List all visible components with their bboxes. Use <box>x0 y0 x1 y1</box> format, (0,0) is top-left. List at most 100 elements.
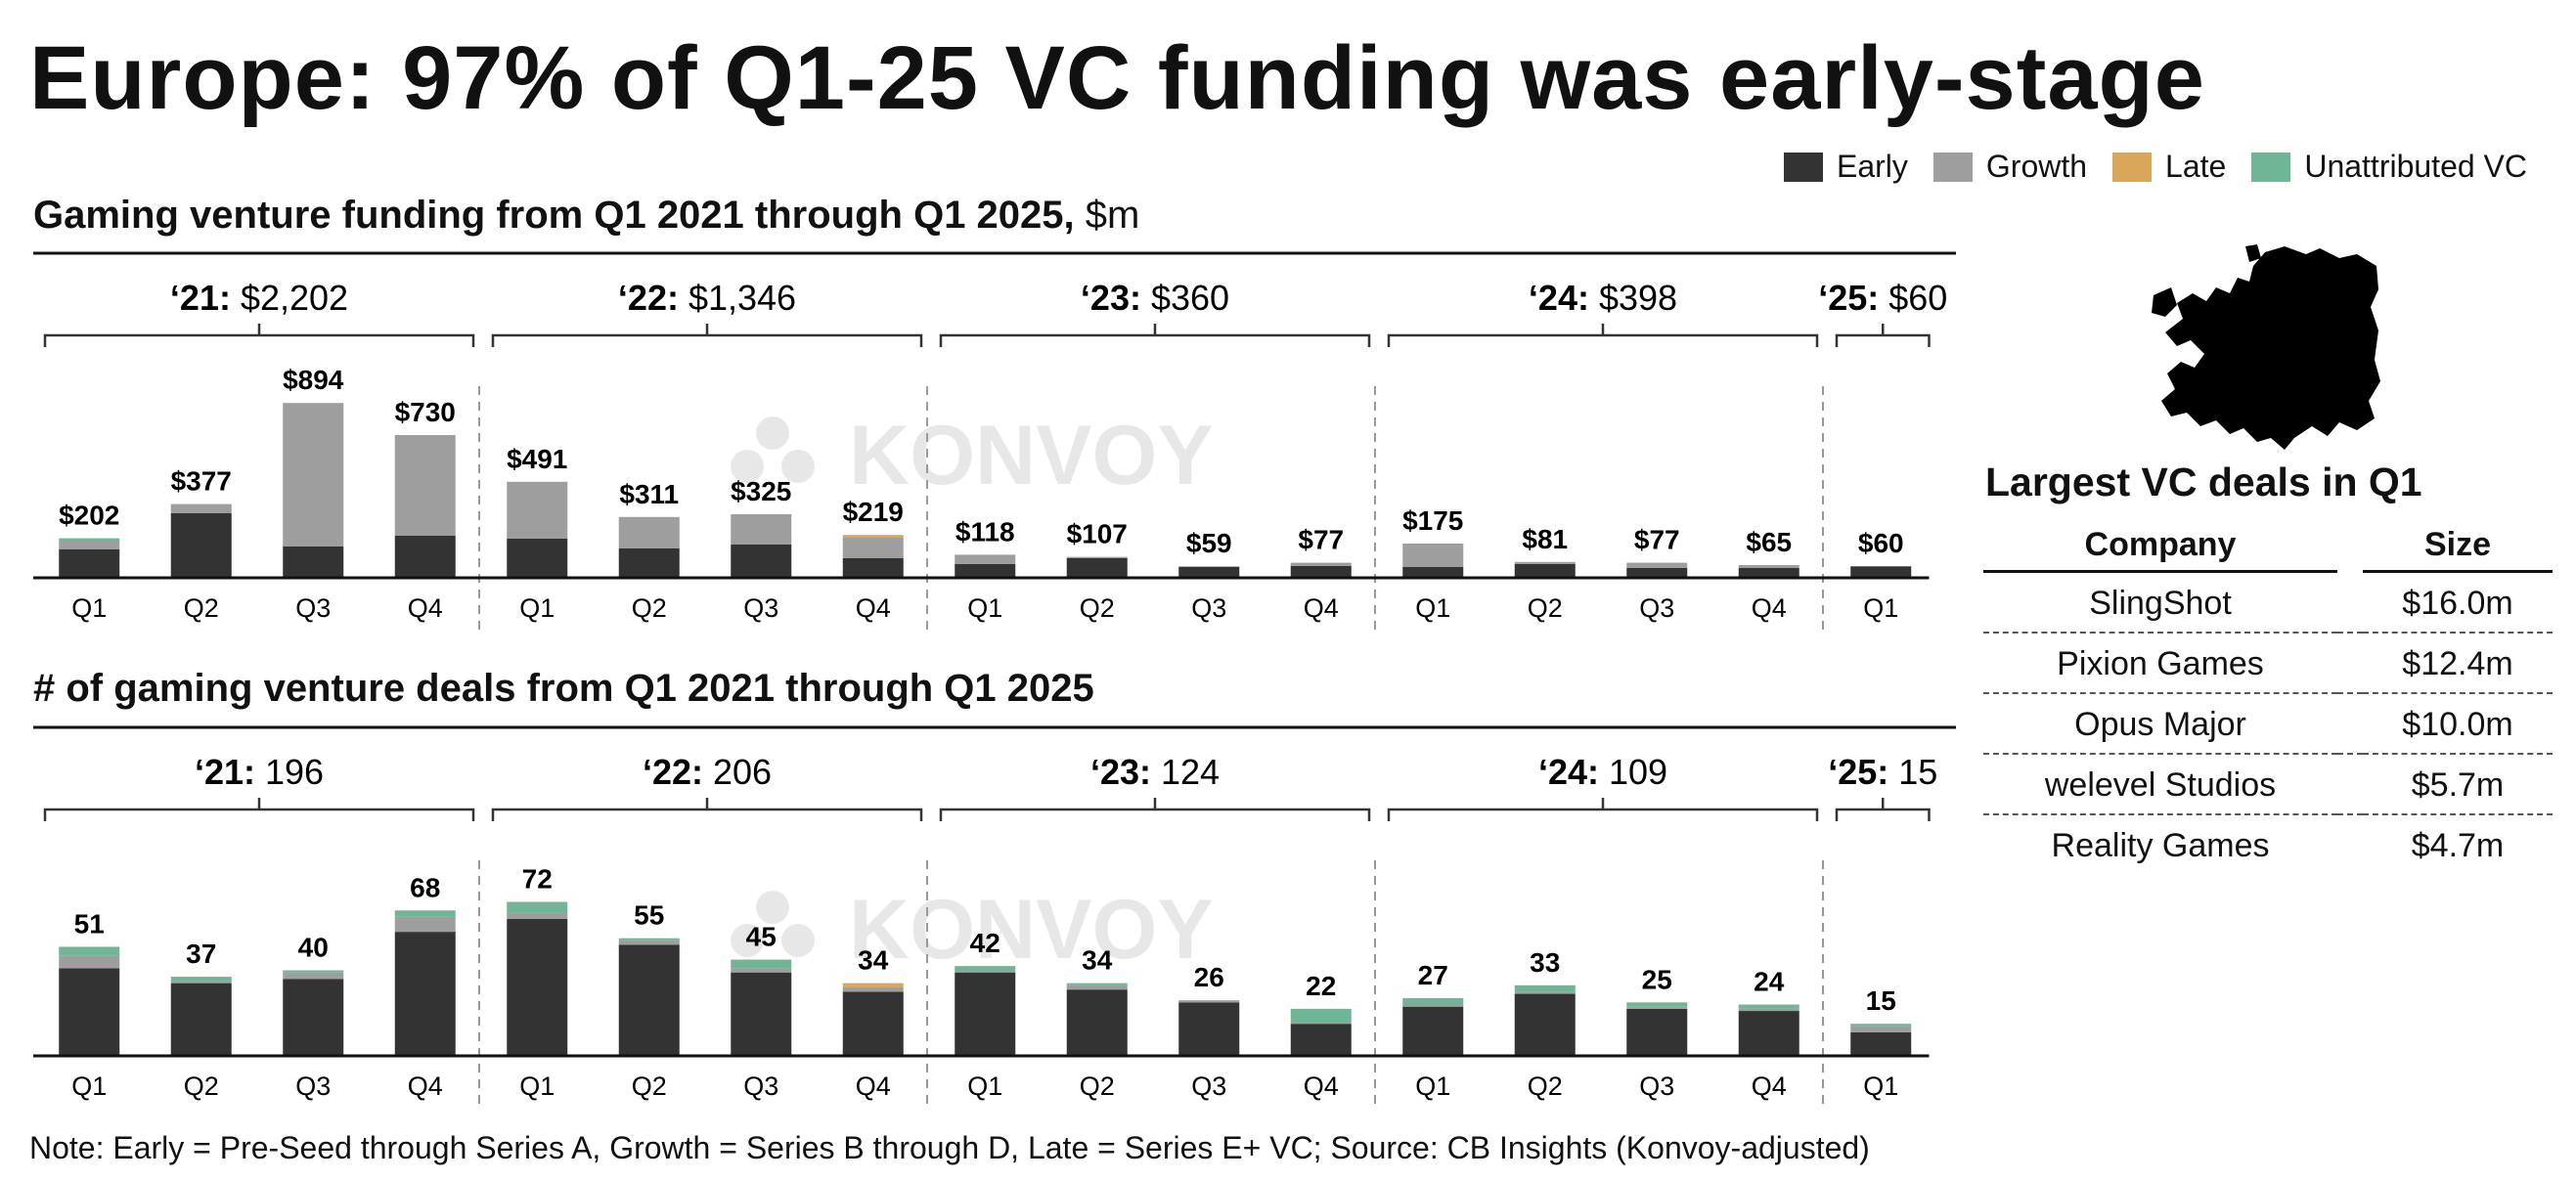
bar-value-label: 51 <box>74 908 105 939</box>
year-group-total: $2,202 <box>241 278 348 318</box>
year-group-label: ‘23: $360 <box>1081 278 1229 318</box>
bar-segment-early <box>842 558 904 578</box>
watermark-logo-dot <box>756 891 789 924</box>
x-tick-label: Q4 <box>856 1072 891 1101</box>
column-header-size: Size <box>2363 518 2553 573</box>
bar-segment-growth <box>731 968 792 973</box>
bar-value-label: $202 <box>59 501 119 531</box>
bar-segment-growth <box>1178 1000 1240 1003</box>
table-row: Reality Games $4.7m <box>1983 815 2553 874</box>
bar-segment-early <box>618 944 680 1056</box>
bar-segment-early <box>955 972 1016 1056</box>
bar-segment-early <box>1402 1006 1464 1056</box>
row-gap <box>2337 815 2363 874</box>
x-tick-label: Q1 <box>71 593 107 623</box>
legend-swatch-early <box>1784 152 1823 182</box>
year-group-bracket <box>1835 324 1931 347</box>
bar-segment-growth <box>170 981 232 984</box>
bar-segment-growth <box>59 541 120 549</box>
x-tick-label: Q1 <box>967 1072 1002 1101</box>
year-group-year: ‘22: <box>618 278 688 318</box>
bar-segment-early <box>955 564 1016 578</box>
bar-segment-unattributed-vc <box>170 977 232 982</box>
bar-segment-early <box>1066 558 1128 578</box>
legend-item-unattributed: Unattributed VC <box>2251 149 2527 185</box>
watermark: KONVOY <box>731 409 1214 503</box>
x-tick-label: Q2 <box>632 593 667 623</box>
year-group-total: 15 <box>1898 752 1937 792</box>
bar-segment-growth <box>1626 562 1688 568</box>
bar-segment-unattributed-vc <box>618 938 680 940</box>
year-group-label: ‘22: 206 <box>643 752 772 792</box>
largest-deals-title: Largest VC deals in Q1 <box>1985 459 2422 504</box>
bar-segment-early <box>59 549 120 578</box>
bar-segment-early <box>283 547 344 578</box>
bar-segment-early <box>1626 1008 1688 1056</box>
x-tick-label: Q1 <box>1863 1072 1898 1101</box>
bar-segment-unattributed-vc <box>59 946 120 956</box>
deal-company: Pixion Games <box>1983 634 2337 694</box>
year-group-bracket <box>43 324 475 347</box>
bar-segment-unattributed-vc <box>1850 1024 1912 1027</box>
year-group-year: ‘21: <box>195 752 265 792</box>
bar-segment-growth <box>1514 991 1576 994</box>
year-group-label: ‘24: $398 <box>1529 278 1677 318</box>
bar-value-label: 34 <box>858 945 889 976</box>
year-group-year: ‘21: <box>170 278 241 318</box>
bar-value-label: $894 <box>283 365 344 395</box>
bar-segment-growth <box>1626 1006 1688 1009</box>
deal-size: $16.0m <box>2363 573 2553 634</box>
legend: Early Growth Late Unattributed VC <box>1784 149 2527 185</box>
largest-deals-table: Company Size SlingShot $16.0m Pixion Gam… <box>1983 518 2553 874</box>
bar-segment-early <box>731 972 792 1056</box>
bar-value-label: $730 <box>395 397 456 427</box>
year-group-bracket <box>491 324 923 347</box>
row-gap <box>2337 573 2363 634</box>
year-group-label: ‘25: $60 <box>1818 278 1947 318</box>
watermark-logo-dot <box>731 924 764 957</box>
bar-value-label: $59 <box>1186 528 1232 558</box>
bar-segment-early <box>1290 1024 1352 1056</box>
bar-segment-growth <box>1290 562 1352 566</box>
bar-segment-unattributed-vc <box>59 538 120 541</box>
table-row: Pixion Games $12.4m <box>1983 634 2553 694</box>
bar-value-label: $175 <box>1402 505 1463 536</box>
bar-segment-late <box>842 535 904 538</box>
x-tick-label: Q3 <box>295 593 331 623</box>
bar-segment-early <box>1850 566 1912 578</box>
legend-label-early: Early <box>1837 149 1908 184</box>
x-tick-label: Q2 <box>1528 1072 1563 1101</box>
deals-chart-title-text: # of gaming venture deals from Q1 2021 t… <box>33 667 1094 710</box>
watermark: KONVOY <box>731 883 1214 977</box>
bar-value-label: 25 <box>1642 964 1672 994</box>
bar-segment-unattributed-vc <box>394 910 456 917</box>
bar-segment-growth <box>731 514 792 545</box>
bar-segment-early <box>1178 567 1240 578</box>
bar-value-label: 33 <box>1530 947 1560 978</box>
bar-value-label: $77 <box>1298 525 1344 555</box>
deal-size: $12.4m <box>2363 634 2553 694</box>
deals-chart: KONVOY‘21: 196 ‘22: 206 ‘23: 124 ‘24: 109 ‘2… <box>33 725 1956 1110</box>
year-group-label: ‘22: $1,346 <box>618 278 796 318</box>
x-tick-label: Q4 <box>1304 1072 1339 1101</box>
year-group-label: ‘25: 15 <box>1828 752 1937 792</box>
bar-segment-growth <box>955 970 1016 973</box>
legend-swatch-growth <box>1932 152 1973 182</box>
bar-segment-growth <box>1290 1022 1352 1025</box>
bar-value-label: 37 <box>186 939 216 969</box>
bar-value-label: 55 <box>634 900 664 931</box>
year-group-total: 196 <box>265 752 324 792</box>
footnote: Note: Early = Pre-Seed through Series A,… <box>29 1130 1870 1165</box>
bar-segment-growth <box>1738 1008 1799 1012</box>
x-tick-label: Q4 <box>408 593 443 623</box>
bar-value-label: 27 <box>1418 960 1448 990</box>
legend-swatch-late <box>2112 152 2153 182</box>
legend-swatch-unattributed <box>2251 152 2291 182</box>
funding-chart-title: Gaming venture funding from Q1 2021 thro… <box>33 194 1139 238</box>
x-tick-label: Q3 <box>743 1072 778 1101</box>
year-group-total: $398 <box>1599 278 1677 318</box>
table-header-row: Company Size <box>1983 518 2553 573</box>
europe-map-icon <box>2152 244 2380 450</box>
year-group-year: ‘23: <box>1081 278 1151 318</box>
year-group-total: 124 <box>1161 752 1220 792</box>
